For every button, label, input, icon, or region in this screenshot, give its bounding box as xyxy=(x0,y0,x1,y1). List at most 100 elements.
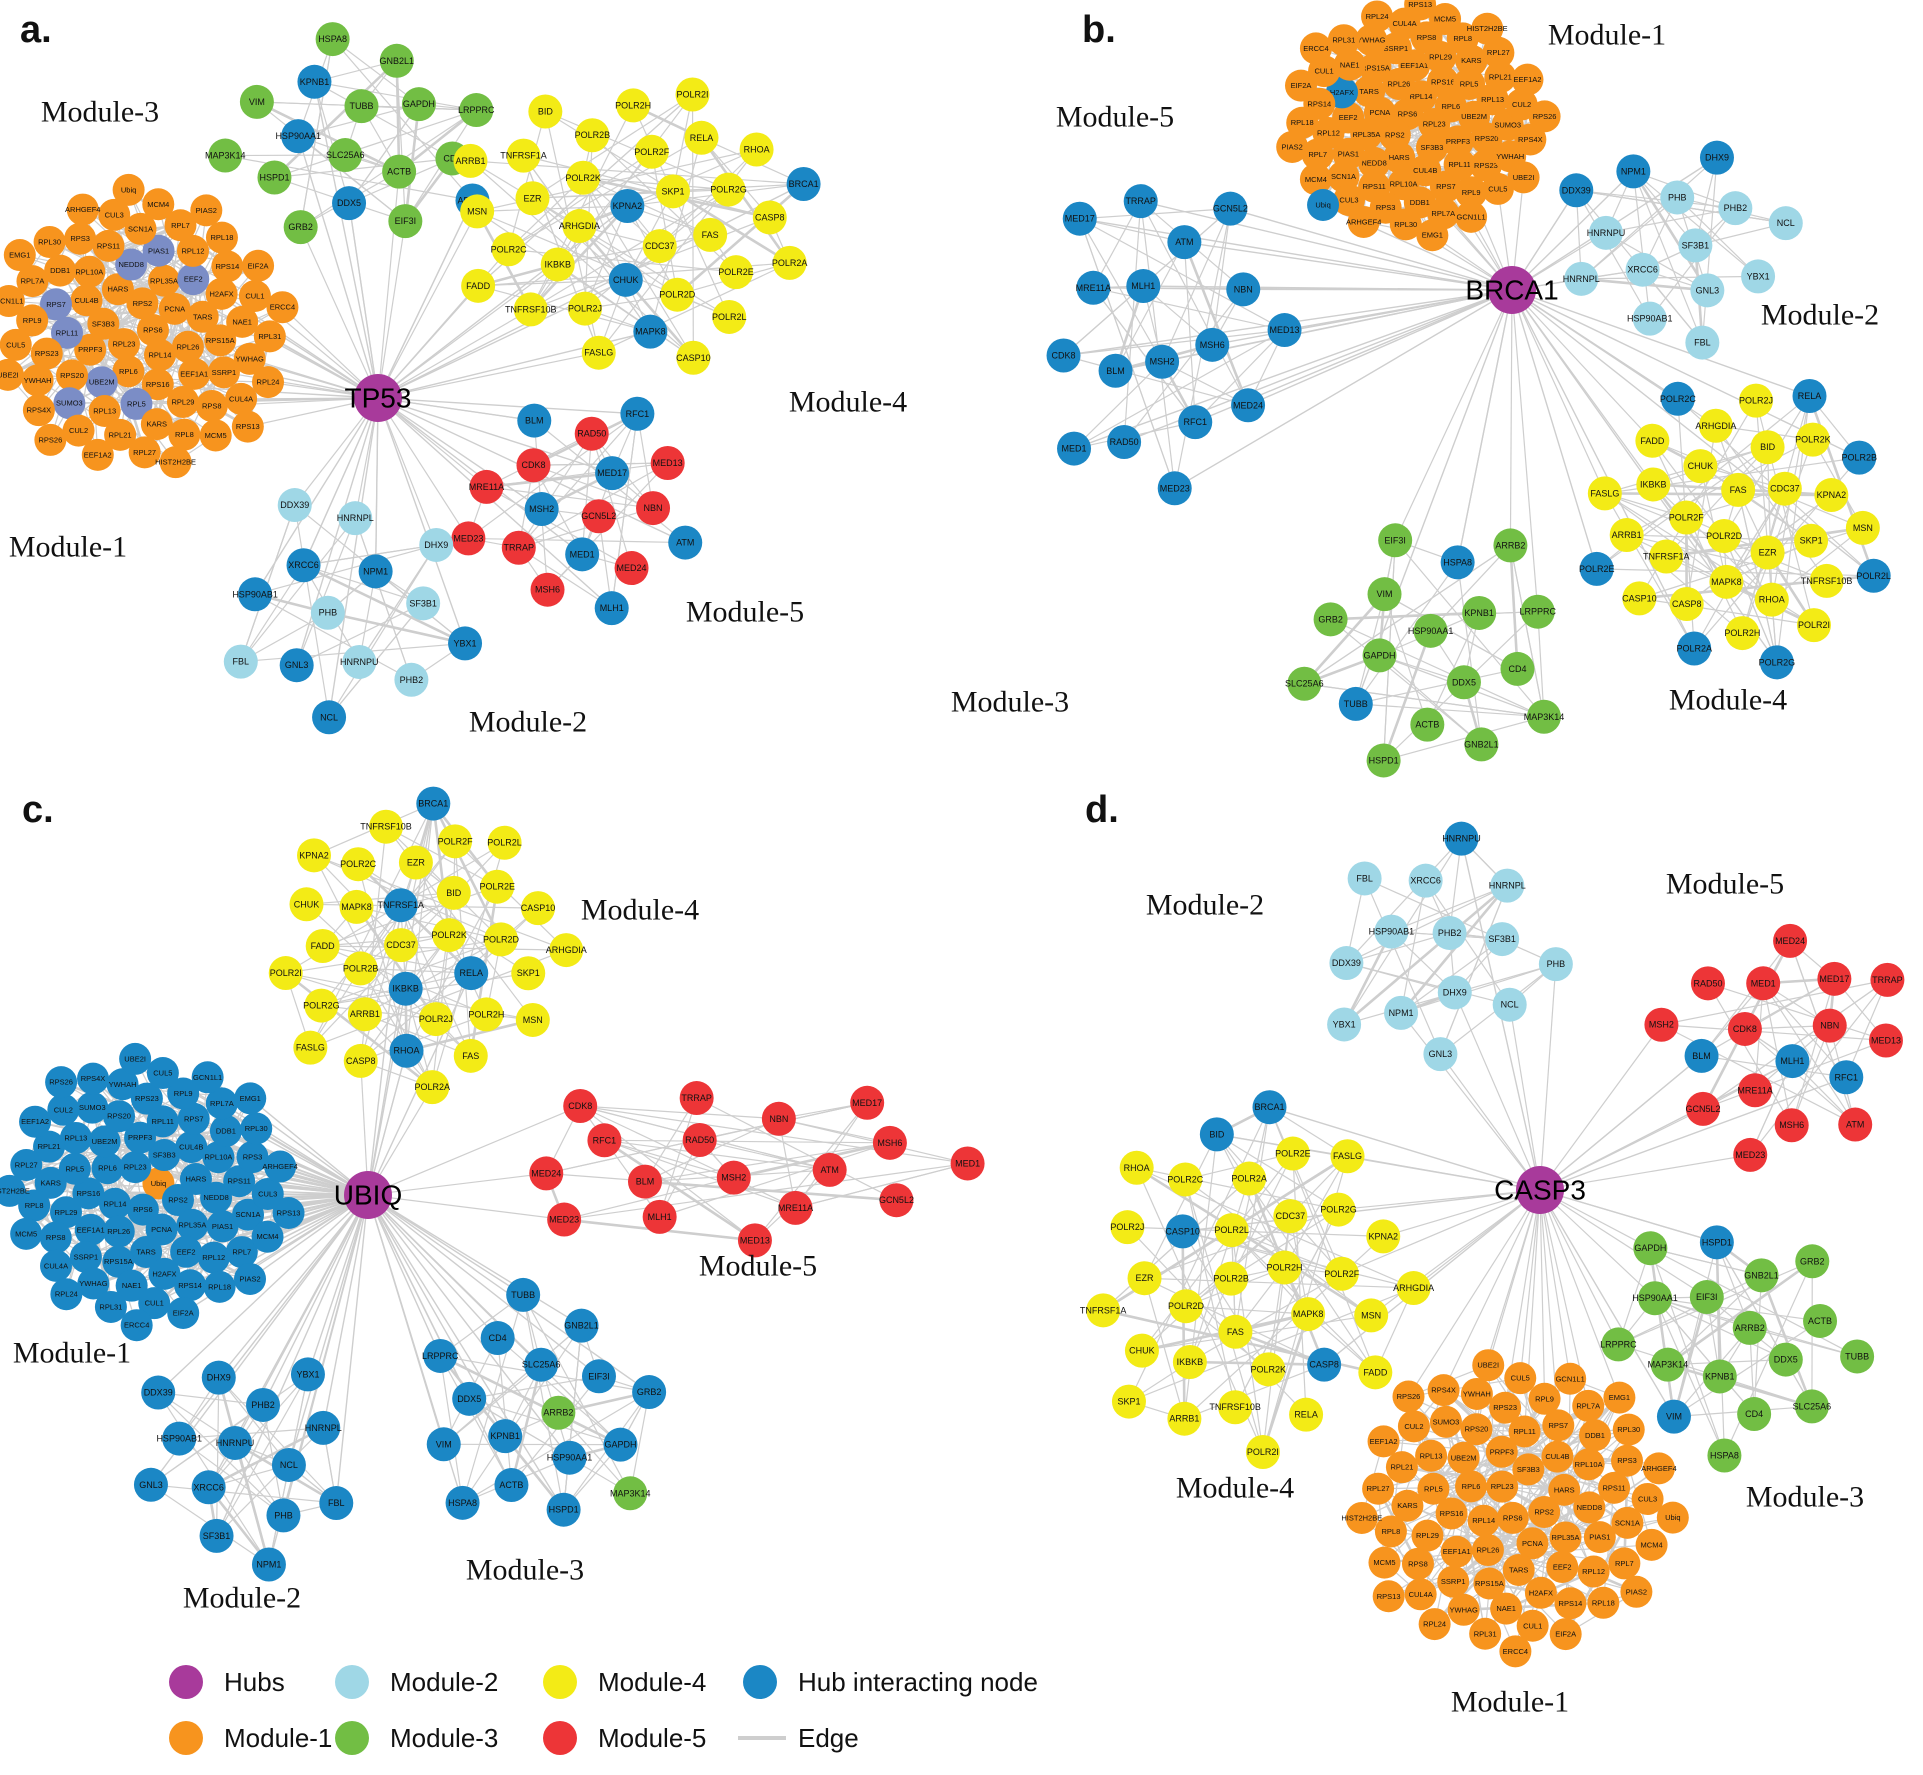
node-circle-cul1 xyxy=(138,1287,171,1320)
node-mcm4: MCM4 xyxy=(142,188,175,221)
node-label-polr2e: POLR2E xyxy=(718,267,754,277)
node-rps23: RPS23 xyxy=(1489,1391,1522,1424)
node-rps3: RPS3 xyxy=(1611,1444,1644,1477)
node-label-fas: FAS xyxy=(1227,1327,1244,1337)
node-circle-polr2j xyxy=(1739,383,1774,418)
module-label-d-module-5: Module-5 xyxy=(1666,868,1784,901)
edge xyxy=(1261,1313,1310,1453)
node-label-fbl: FBL xyxy=(1694,338,1711,348)
edge xyxy=(1346,932,1450,964)
node-circle-npm1 xyxy=(1384,995,1419,1030)
node-circle-rfc1 xyxy=(1829,1060,1864,1095)
node-label-polr2f: POLR2F xyxy=(1669,513,1705,523)
node-ube2i: UBE2I xyxy=(1507,161,1540,194)
node-circle-med1 xyxy=(1057,431,1092,466)
node-mlh1: MLH1 xyxy=(594,591,629,626)
edge xyxy=(644,1142,890,1183)
node-label-hars: HARS xyxy=(107,285,128,294)
node-emg1: EMG1 xyxy=(3,239,36,272)
node-label-rpl21: RPL21 xyxy=(109,430,132,439)
edge xyxy=(256,100,400,173)
edge xyxy=(1673,1320,1821,1418)
node-label-cul4b: CUL4B xyxy=(1545,1452,1569,1461)
node-label-mapk8: MAPK8 xyxy=(1711,577,1742,587)
node-circle-rps13 xyxy=(272,1197,305,1230)
node-ikbkb: IKBKB xyxy=(540,247,575,282)
node-circle-blm xyxy=(627,1164,662,1199)
node-label-polr2c: POLR2C xyxy=(1660,394,1697,404)
node-circle-arrb2 xyxy=(541,1395,576,1430)
node-msh2: MSH2 xyxy=(524,492,559,527)
node-hars: HARS xyxy=(1383,141,1416,174)
node-circle-gcn1l1 xyxy=(1554,1362,1587,1395)
node-label-rps2: RPS2 xyxy=(133,299,153,308)
node-label-cdk8: CDK8 xyxy=(1052,351,1076,361)
node-label-med1: MED1 xyxy=(955,1158,980,1168)
node-circle-polr2l xyxy=(487,825,522,860)
edge xyxy=(1123,288,1244,443)
node-circle-rpl30 xyxy=(33,225,66,258)
node-circle-tars xyxy=(130,1236,163,1269)
node-circle-ikbkb xyxy=(1172,1344,1207,1379)
node-circle-cul4b xyxy=(70,284,103,317)
edge xyxy=(1079,218,1185,243)
node-label-eef1a2: EEF1A2 xyxy=(1514,75,1542,84)
node-ywhag: YWHAG xyxy=(1447,1593,1480,1626)
node-rpl29: RPL29 xyxy=(166,385,199,418)
node-mcm5: MCM5 xyxy=(10,1217,43,1250)
node-polr2d: POLR2D xyxy=(1706,519,1743,554)
node-circle-cul1 xyxy=(1516,1609,1549,1642)
node-circle-phb2 xyxy=(1718,191,1753,226)
node-circle-rps13 xyxy=(231,410,264,443)
node-label-rpl5: RPL5 xyxy=(127,399,146,408)
node-circle-rps2 xyxy=(126,287,159,320)
node-msh2: MSH2 xyxy=(1145,344,1180,379)
node-ybx1: YBX1 xyxy=(448,626,483,661)
node-label-med1: MED1 xyxy=(1062,444,1087,454)
node-ube2m: UBE2M xyxy=(88,1125,121,1158)
hub-brca1: BRCA1 xyxy=(1465,266,1559,314)
node-label-rps26: RPS26 xyxy=(1397,1392,1421,1401)
node-label-ywhag: YWHAG xyxy=(1357,36,1386,45)
node-label-ywhag: YWHAG xyxy=(1450,1605,1479,1614)
node-trrap: TRRAP xyxy=(1870,962,1905,997)
node-circle-msh2 xyxy=(524,492,559,527)
node-label-blm: BLM xyxy=(525,416,544,426)
edge xyxy=(1539,1189,1546,1399)
node-label-pias2: PIAS2 xyxy=(239,1274,260,1283)
node-label-vim: VIM xyxy=(436,1439,452,1449)
edge xyxy=(1230,207,1513,291)
node-circle-rpl5 xyxy=(58,1152,91,1185)
node-eif3i: EIF3I xyxy=(581,1359,616,1394)
node-circle-polr2b xyxy=(575,118,610,153)
node-label-cul4b: CUL4B xyxy=(74,296,98,305)
node-circle-actb xyxy=(494,1468,529,1503)
node-label-arrb1: ARRB1 xyxy=(1612,530,1642,540)
node-circle-ywhag xyxy=(233,342,266,375)
node-circle-polr2f xyxy=(438,824,473,859)
node-label-phb2: PHB2 xyxy=(251,1400,275,1410)
edge xyxy=(300,226,379,399)
node-label-mapk8: MAPK8 xyxy=(341,902,372,912)
node-atm: ATM xyxy=(812,1152,847,1187)
node-label-polr2j: POLR2J xyxy=(419,1014,453,1024)
edge xyxy=(218,1194,369,1379)
node-tnfrsf1a: TNFRSF1A xyxy=(500,138,547,173)
node-label-rps7: RPS7 xyxy=(184,1114,204,1123)
panel-c-labels: c.Module-4Module-1Module-5Module-2Module… xyxy=(13,789,817,1615)
node-actb: ACTB xyxy=(494,1468,529,1503)
node-label-polr2h: POLR2H xyxy=(1724,628,1760,638)
node-ikbkb: IKBKB xyxy=(1172,1344,1207,1379)
node-hspd1: HSPD1 xyxy=(1699,1225,1734,1260)
node-ezr: EZR xyxy=(515,181,550,216)
node-circle-hsp90ab1 xyxy=(1632,301,1667,336)
node-label-hnrnpl: HNRNPL xyxy=(1489,881,1526,891)
edge xyxy=(778,1118,891,1144)
node-label-h2afx: H2AFX xyxy=(1330,88,1354,97)
node-bid: BID xyxy=(1750,430,1785,465)
node-label-tubb: TUBB xyxy=(1344,699,1368,709)
edge xyxy=(1723,395,1811,537)
node-label-cdk8: CDK8 xyxy=(1733,1024,1757,1034)
node-circle-med23 xyxy=(1157,471,1192,506)
node-circle-actb xyxy=(1803,1303,1838,1338)
